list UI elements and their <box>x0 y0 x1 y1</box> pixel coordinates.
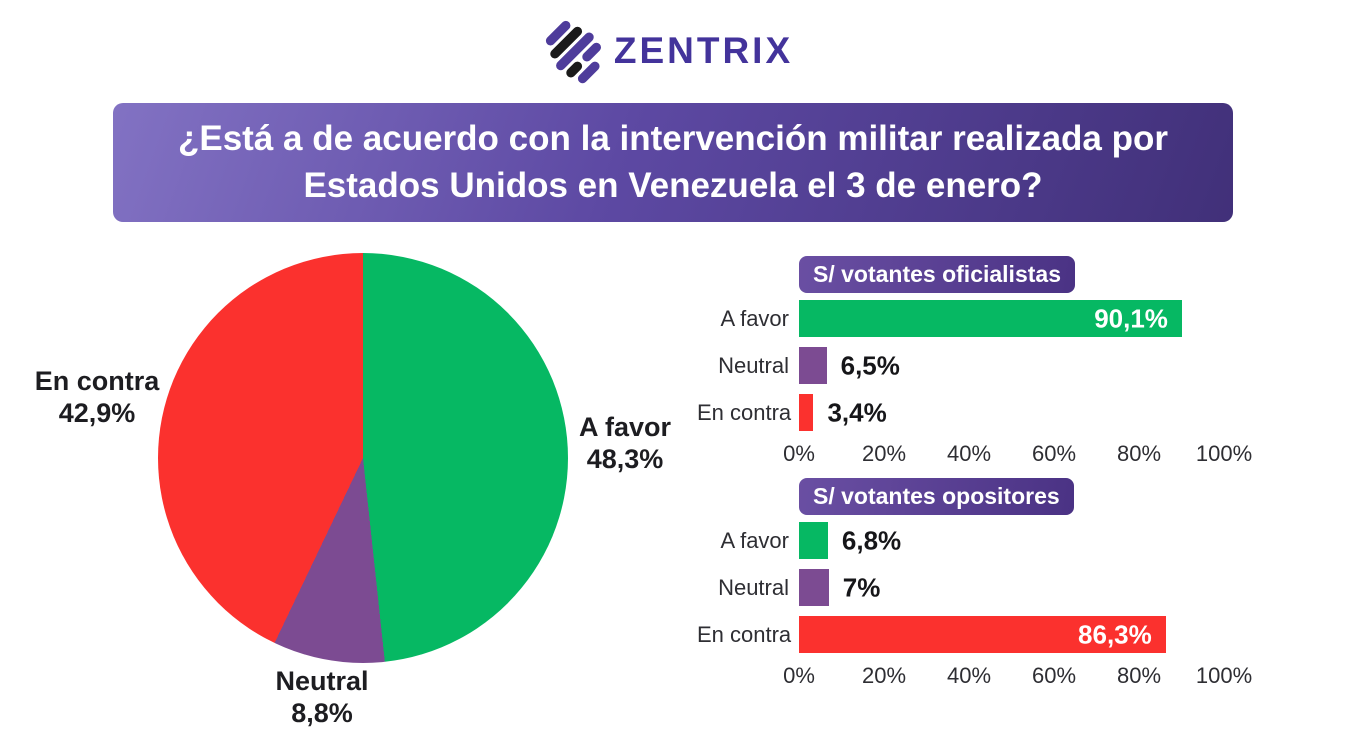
bar-a-favor <box>799 300 1182 337</box>
bar-value: 3,4% <box>827 397 887 427</box>
chart-badge-oficialistas: S/ votantes oficialistas <box>799 256 1075 293</box>
row-label: Neutral <box>718 352 789 378</box>
row-label: A favor <box>720 527 789 553</box>
bar-track: 6,8% <box>799 522 1224 559</box>
zentrix-logo-icon <box>545 20 601 84</box>
x-axis: 0% 20% 40% 60% 80% 100% <box>783 441 1252 467</box>
bar-value: 6,8% <box>841 525 902 555</box>
chart-title: S/ votantes opositores <box>813 483 1060 509</box>
question-banner: ¿Está a de acuerdo con la intervención m… <box>113 103 1233 222</box>
bar-row: Neutral 6,5% <box>697 347 1257 384</box>
bar-track: 90,1% <box>799 300 1224 337</box>
bar-row: En contra 3,4% <box>697 394 1257 431</box>
bar-en-contra <box>799 394 814 431</box>
question-line-1: ¿Está a de acuerdo con la intervención m… <box>177 119 1169 159</box>
x-tick: 100% <box>1195 663 1253 688</box>
x-tick: 20% <box>861 663 907 688</box>
row-label: A favor <box>720 305 789 331</box>
x-tick: 100% <box>1195 441 1253 466</box>
x-tick: 0% <box>783 663 815 688</box>
bar-track: 7% <box>799 569 1224 606</box>
pie-label-a-favor-name: A favor <box>578 412 672 442</box>
bar-row: A favor 6,8% <box>697 522 1257 559</box>
bar-value: 6,5% <box>840 350 900 380</box>
x-tick: 0% <box>783 441 815 466</box>
logo: ZENTRIX <box>0 16 1345 86</box>
x-tick: 60% <box>1031 663 1077 688</box>
bar-value: 7% <box>842 572 881 602</box>
row-label: En contra <box>697 621 792 647</box>
pie-label-en-contra-name: En contra <box>34 366 160 396</box>
bar-row: Neutral 7% <box>697 569 1257 606</box>
pie-label-neutral-value: 8,8% <box>291 697 353 728</box>
bar-neutral <box>799 347 827 384</box>
pie-label-a-favor-value: 48,3% <box>586 443 664 474</box>
pie-label-neutral: Neutral 8,8% <box>242 666 402 730</box>
pie-chart <box>158 253 568 663</box>
bar-neutral <box>799 569 829 606</box>
bar-track: 6,5% <box>799 347 1224 384</box>
bar-value: 90,1% <box>1094 303 1168 333</box>
bar-track: 86,3% <box>799 616 1224 653</box>
row-label: Neutral <box>718 574 789 600</box>
x-tick: 80% <box>1116 441 1162 466</box>
chart-title: S/ votantes oficialistas <box>813 261 1061 287</box>
x-tick: 80% <box>1116 663 1162 688</box>
bar-row: A favor 90,1% <box>697 300 1257 337</box>
row-label: En contra <box>697 399 792 425</box>
chart-badge-opositores: S/ votantes opositores <box>799 478 1074 515</box>
x-tick: 40% <box>946 441 992 466</box>
bar-track: 3,4% <box>799 394 1224 431</box>
bar-row: En contra 86,3% <box>697 616 1257 653</box>
chart-rows: A favor 6,8% Neutral 7% En contra 86,3% <box>697 522 1257 653</box>
x-tick: 60% <box>1031 441 1077 466</box>
x-tick: 20% <box>861 441 907 466</box>
pie-label-neutral-name: Neutral <box>275 666 369 696</box>
pie-label-en-contra: En contra 42,9% <box>17 366 177 430</box>
x-tick: 40% <box>946 663 992 688</box>
bar-chart-oficialistas: S/ votantes oficialistas A favor 90,1% Neu… <box>697 256 1257 467</box>
x-axis: 0% 20% 40% 60% 80% 100% <box>783 663 1252 689</box>
bar-a-favor <box>799 522 828 559</box>
bar-chart-opositores: S/ votantes opositores A favor 6,8% Neutra… <box>697 478 1257 689</box>
bar-value: 86,3% <box>1078 619 1152 649</box>
pie-label-en-contra-value: 42,9% <box>58 397 136 428</box>
brand-name: ZENTRIX <box>613 30 794 71</box>
chart-rows: A favor 90,1% Neutral 6,5% En contra 3,4% <box>697 300 1257 431</box>
pie-label-a-favor: A favor 48,3% <box>557 412 693 476</box>
question-line-2: Estados Unidos en Venezuela el 3 de ener… <box>303 165 1043 205</box>
bar-en-contra <box>799 616 1166 653</box>
